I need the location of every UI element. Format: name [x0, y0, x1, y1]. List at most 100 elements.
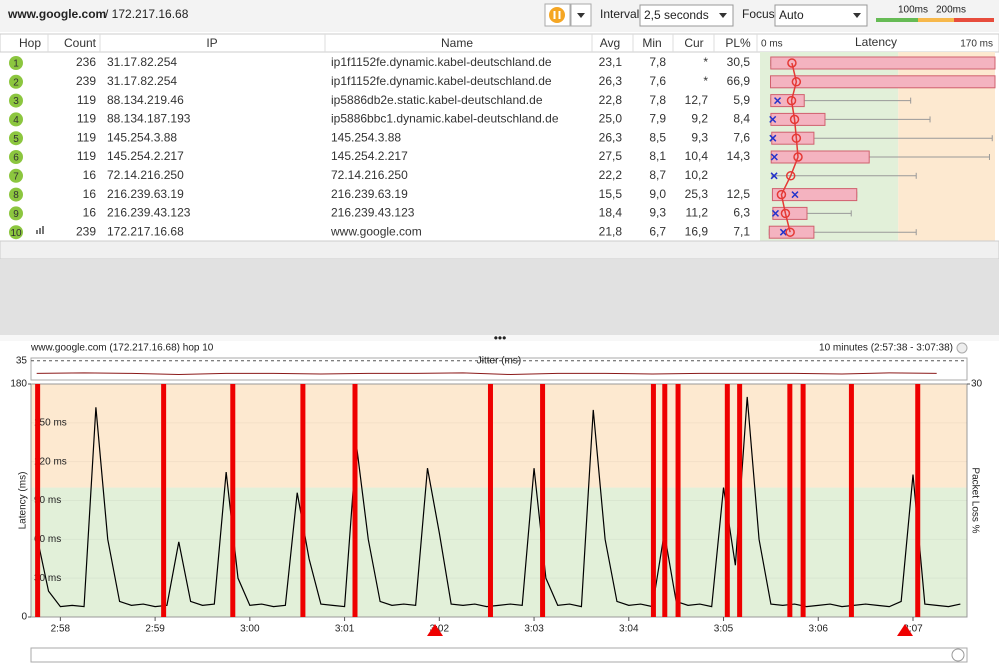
hop-badge — [9, 74, 23, 89]
ip: 145.254.2.217 — [107, 149, 184, 163]
avg-marker — [791, 77, 802, 87]
pause-glyph — [558, 11, 561, 19]
min: 6,7 — [649, 224, 666, 238]
min: 7,9 — [649, 112, 666, 126]
hop-badge — [9, 225, 23, 240]
scale-red — [954, 18, 994, 22]
inner-tick-label: 60 ms — [34, 534, 61, 545]
interval-label: Interval — [600, 7, 639, 21]
hostname: 145.254.3.88 — [331, 130, 401, 144]
count: 239 — [76, 224, 96, 238]
inner-tick-label: 90 ms — [34, 495, 61, 506]
ip: 72.14.216.250 — [107, 168, 184, 182]
avg-marker — [789, 114, 800, 125]
scroll-handle[interactable] — [951, 648, 965, 662]
count: 119 — [77, 130, 96, 144]
graph-range: 10 minutes (2:57:38 - 3:07:38) — [819, 343, 953, 354]
packet-loss-bar — [352, 384, 358, 617]
scale-label: 100ms — [898, 5, 928, 16]
ip: 216.239.43.123 — [107, 206, 191, 220]
event-marker[interactable] — [427, 624, 443, 636]
hostname: ip1f1152fe.dynamic.kabel-deutschland.de — [331, 74, 552, 88]
jitter-frame — [30, 357, 968, 381]
count: 16 — [83, 187, 97, 201]
pl: 30,5 — [727, 55, 751, 69]
hostname: 216.239.63.19 — [331, 187, 408, 201]
scrollbar[interactable] — [30, 647, 968, 663]
packet-loss-bar — [540, 384, 546, 617]
avg-marker — [780, 208, 791, 219]
graph-icon[interactable] — [42, 226, 44, 234]
avg: 22,2 — [599, 168, 623, 182]
focus-label: Focus — [742, 7, 775, 21]
y-axis-title: Latency (ms) — [18, 472, 29, 530]
ip: 31.17.82.254 — [107, 55, 177, 69]
y-tick-label: 180 — [10, 379, 27, 390]
graph-icon[interactable] — [39, 228, 41, 234]
cur: 10,2 — [685, 168, 709, 182]
packet-loss-bar — [35, 384, 41, 617]
y2-tick-label: 30 — [971, 379, 983, 390]
hop-badge — [9, 56, 23, 70]
count: 119 — [77, 112, 96, 126]
column-header: IP — [206, 36, 217, 50]
min: 7,8 — [649, 93, 666, 107]
latency-title: Latency — [855, 35, 897, 49]
latency-line — [36, 396, 961, 608]
latency-box — [770, 75, 996, 89]
x-tick-label: 3:04 — [619, 624, 639, 635]
count: 16 — [83, 206, 97, 220]
ip: 145.254.3.88 — [107, 130, 177, 144]
avg-marker — [776, 189, 787, 200]
avg-marker — [785, 171, 796, 181]
current-marker — [791, 191, 799, 199]
packet-loss-bar — [487, 384, 493, 617]
pl: 7,1 — [733, 224, 750, 238]
splitter[interactable] — [0, 335, 999, 341]
x-tick-label: 2:59 — [145, 624, 165, 635]
hop-number: 1 — [13, 59, 19, 70]
count: 119 — [77, 149, 96, 163]
focus-select[interactable] — [774, 4, 868, 27]
hop-number: 7 — [13, 171, 19, 182]
min: 9,0 — [649, 187, 666, 201]
interval-select[interactable] — [639, 4, 734, 27]
empty-area — [0, 259, 999, 335]
pl: 8,4 — [733, 112, 750, 126]
min: 8,5 — [649, 130, 666, 144]
pl: 12,5 — [727, 187, 751, 201]
inner-tick-label: 150 ms — [34, 417, 67, 428]
scale-green — [876, 18, 918, 22]
latency-band — [31, 487, 967, 617]
x-tick-label: 3:03 — [524, 624, 544, 635]
cur: 11,2 — [686, 206, 709, 220]
dropdown-arrow — [719, 13, 727, 18]
column-header: Hop — [19, 36, 41, 50]
avg: 22,8 — [599, 93, 623, 107]
avg-line — [780, 62, 799, 233]
avg: 26,3 — [599, 130, 623, 144]
count: 239 — [76, 74, 96, 88]
cur: * — [703, 55, 708, 69]
event-marker[interactable] — [897, 624, 913, 636]
range-button[interactable] — [956, 342, 968, 354]
x-tick-label: 3:06 — [809, 624, 829, 635]
interval-value: 2,5 seconds — [644, 8, 709, 22]
hop-badge — [9, 93, 23, 108]
graph-icon[interactable] — [36, 230, 38, 234]
packet-loss-bar — [915, 384, 921, 617]
focus-value: Auto — [779, 8, 804, 22]
hop-number: 5 — [13, 134, 19, 145]
dropdown-arrow — [853, 13, 861, 18]
avg: 26,3 — [599, 74, 623, 88]
cur: 10,4 — [685, 149, 709, 163]
avg: 23,1 — [599, 55, 623, 69]
packet-loss-bar — [662, 384, 668, 617]
ip: 31.17.82.254 — [107, 74, 177, 88]
table-header — [0, 33, 999, 53]
avg-marker — [793, 152, 803, 162]
avg: 25,0 — [599, 112, 623, 126]
avg: 15,5 — [599, 187, 623, 201]
